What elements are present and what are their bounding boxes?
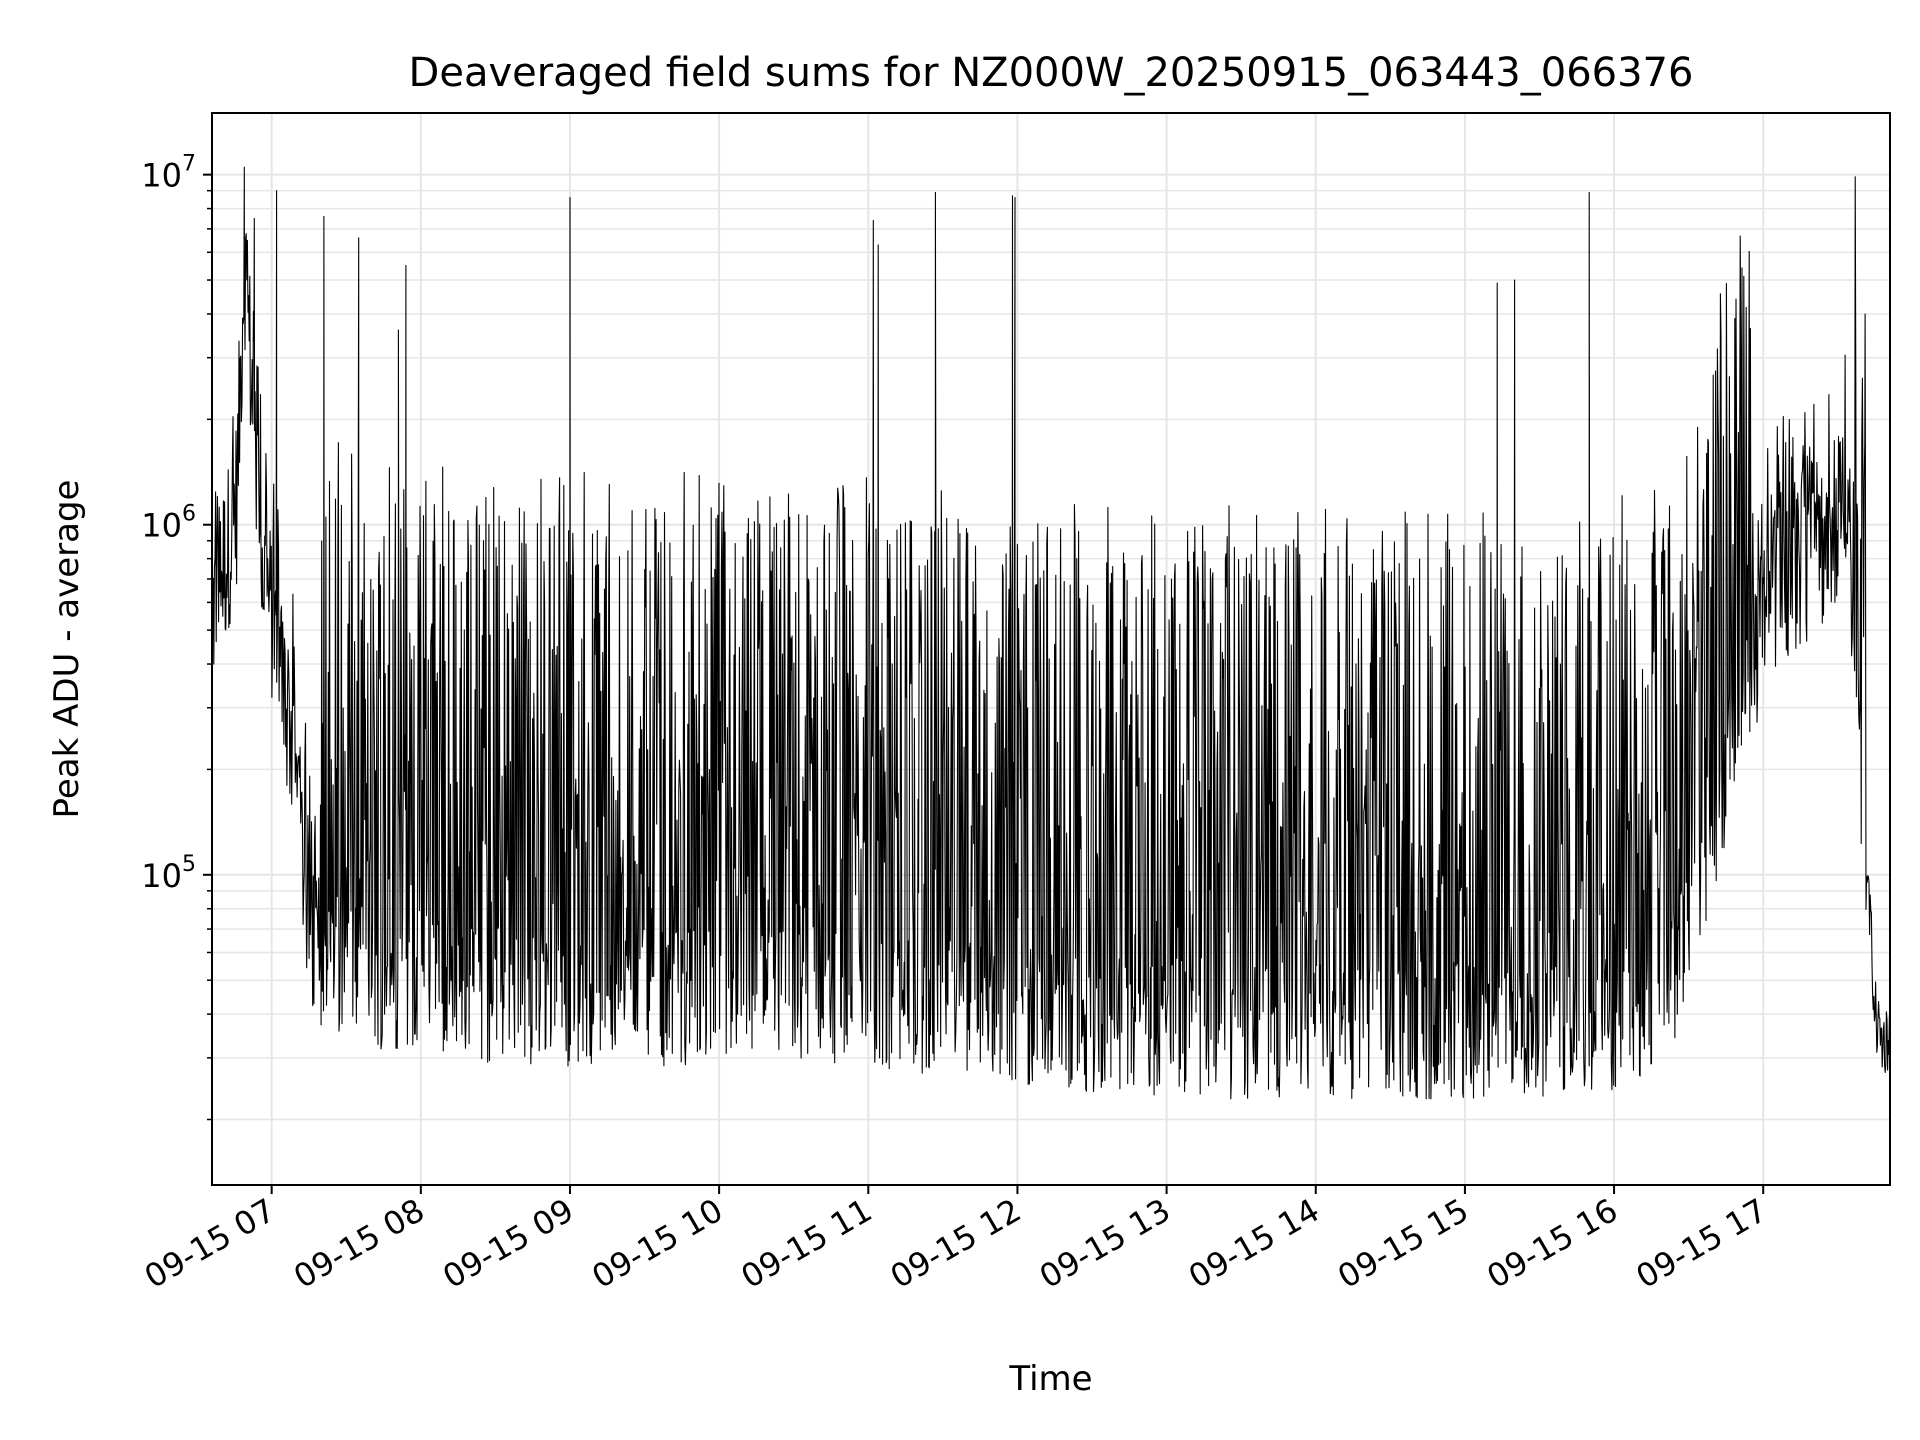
x-tick-label: 09-15 14 [1182,1191,1326,1296]
x-tick-label: 09-15 07 [138,1191,282,1296]
y-tick-exponent: 5 [182,852,196,877]
y-tick-label: 105 [141,852,196,895]
y-tick-label: 107 [141,152,196,195]
x-tick-label: 09-15 16 [1480,1191,1624,1296]
x-tick-label: 09-15 09 [436,1191,580,1296]
x-tick-label: 09-15 12 [884,1191,1028,1296]
y-tick-exponent: 7 [182,152,196,177]
chart-title: Deaveraged field sums for NZ000W_2025091… [409,50,1694,96]
x-tick-label: 09-15 08 [287,1191,431,1296]
y-tick-base: 10 [141,857,182,895]
y-tick-base: 10 [141,507,182,545]
y-tick-label: 106 [141,502,196,545]
y-axis-label: Peak ADU - average [47,480,87,819]
series-line [211,166,1891,1100]
x-tick-label: 09-15 17 [1630,1191,1774,1296]
plot-frame [211,112,1891,1186]
x-axis-label: Time [1008,1359,1092,1399]
x-tick-label: 09-15 15 [1331,1191,1475,1296]
x-tick-label: 09-15 13 [1033,1191,1177,1296]
x-tick-label: 09-15 10 [586,1191,730,1296]
y-tick-exponent: 6 [182,502,196,527]
x-axis: 09-15 07 09-15 08 09-15 09 09-15 10 09-15 11… [138,1185,1773,1296]
series-path [211,166,1891,1100]
x-tick-label: 09-15 11 [735,1191,879,1296]
y-tick-base: 10 [141,157,182,195]
